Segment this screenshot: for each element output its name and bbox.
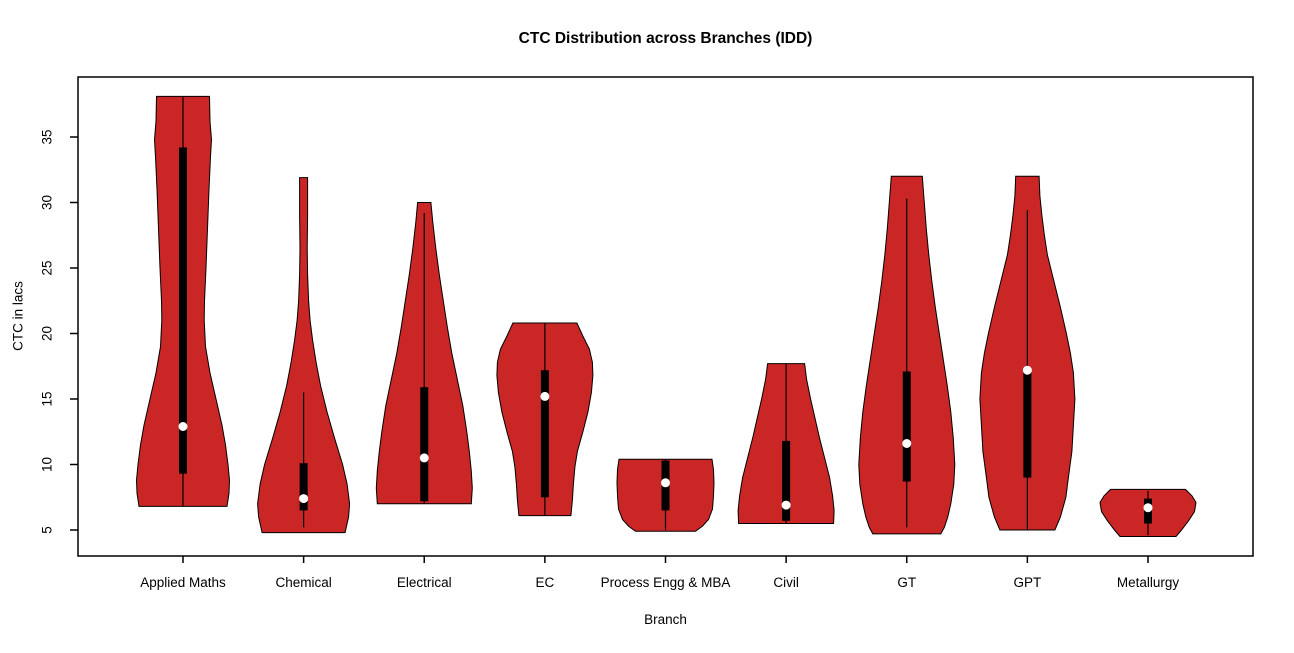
x-tick-label-civil: Civil — [773, 575, 799, 590]
x-tick-label-chemical: Chemical — [275, 575, 331, 590]
y-tick-label: 30 — [40, 195, 55, 210]
y-tick-label: 5 — [40, 526, 55, 534]
x-tick-label-ec: EC — [535, 575, 554, 590]
x-axis-label: Branch — [644, 612, 687, 627]
y-tick-label: 10 — [40, 457, 55, 472]
median-dot-civil — [781, 500, 791, 510]
median-dot-metallurgy — [1143, 503, 1153, 513]
iqr-box-civil — [782, 440, 791, 521]
iqr-box-gt — [902, 371, 911, 482]
iqr-box-applied-maths — [179, 147, 187, 474]
iqr-box-ec — [540, 370, 549, 498]
violin-chemical — [257, 177, 351, 534]
x-tick-label-gpt: GPT — [1013, 575, 1041, 590]
median-dot-chemical — [299, 494, 309, 504]
y-tick-label: 35 — [40, 129, 55, 144]
chart-title: CTC Distribution across Branches (IDD) — [518, 30, 813, 47]
x-tick-label-gt: GT — [897, 575, 916, 590]
iqr-box-gpt — [1023, 371, 1032, 478]
x-tick-label-process-engg-mba: Process Engg & MBA — [601, 575, 731, 590]
median-dot-applied-maths — [178, 422, 188, 431]
x-tick-label-applied-maths: Applied Maths — [140, 575, 226, 590]
x-tick-label-electrical: Electrical — [397, 575, 452, 590]
y-axis-label: CTC in lacs — [10, 281, 26, 351]
iqr-box-electrical — [420, 387, 429, 502]
iqr-box-chemical — [299, 463, 308, 511]
median-dot-gpt — [1022, 365, 1032, 375]
median-dot-process-engg-mba — [661, 478, 670, 488]
y-tick-label: 20 — [40, 326, 55, 341]
y-tick-label: 25 — [40, 260, 55, 275]
median-dot-gt — [902, 439, 912, 448]
median-dot-electrical — [419, 453, 429, 463]
y-tick-label: 15 — [40, 391, 55, 406]
x-tick-label-metallurgy: Metallurgy — [1117, 575, 1180, 590]
median-dot-ec — [540, 391, 550, 401]
